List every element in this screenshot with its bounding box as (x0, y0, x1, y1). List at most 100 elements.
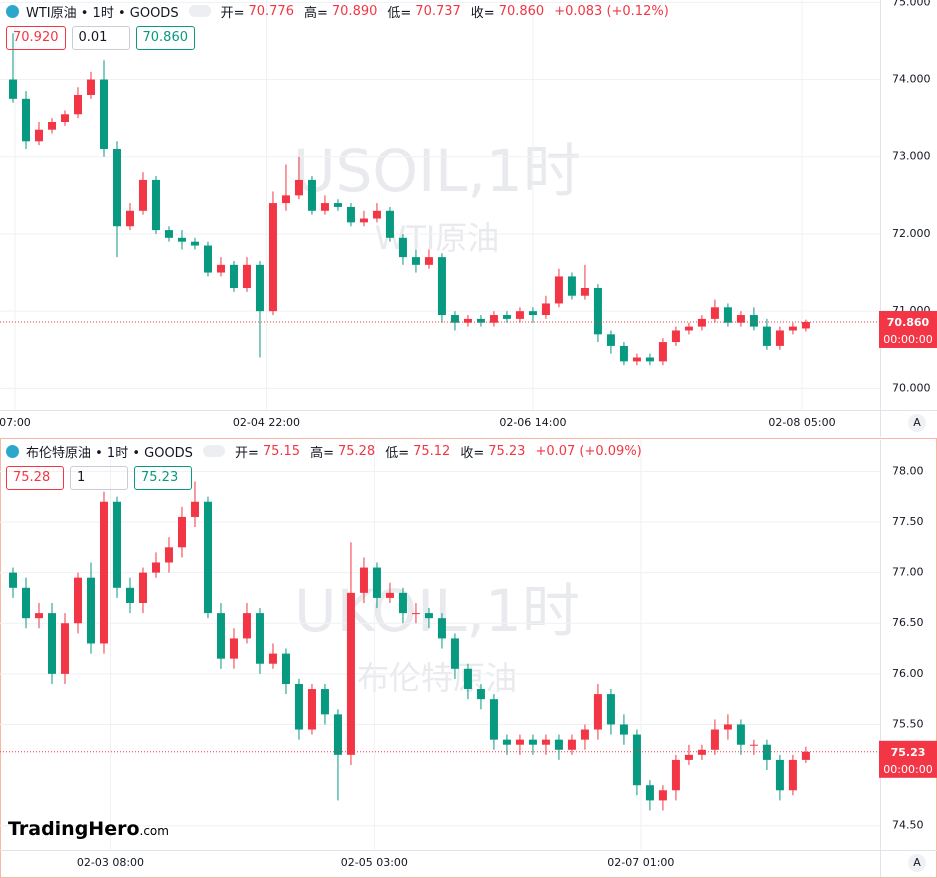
auto-button[interactable] (908, 414, 926, 432)
candle-body (125, 587, 134, 603)
candle-body (164, 547, 173, 563)
candle-body (697, 749, 706, 755)
logo-suffix: .com (139, 824, 169, 838)
ohlc-value: 75.28 (337, 443, 376, 459)
ohlc-value: 75.15 (262, 443, 301, 459)
candle-body (671, 330, 680, 343)
ohlc-label: 高= (303, 5, 328, 21)
candle-body (60, 623, 69, 674)
candle-body (203, 245, 212, 273)
auto-label[interactable]: A (913, 416, 921, 429)
header-row: 70.920 0.01 70.860 (6, 26, 675, 50)
candle-body (515, 739, 524, 745)
candle-body (229, 264, 238, 289)
ohlc-label: 低= (385, 445, 410, 461)
candle-body (710, 307, 719, 319)
candle-body (320, 689, 329, 715)
candle-body (216, 613, 225, 659)
candle-body (307, 179, 316, 211)
candle-body (749, 315, 758, 327)
candle-body (528, 739, 537, 745)
candle-body (437, 618, 446, 639)
input-box[interactable]: 1 (70, 466, 128, 490)
candle-body (424, 613, 433, 619)
header-row: 布伦特原油 • 1时 • GOODS 开= 75.15 高= 75.28 低= 75.12 收… (6, 441, 648, 461)
watermark-sub: 布伦特原油 (357, 659, 517, 697)
candle-body (411, 613, 420, 615)
candle-body (463, 668, 472, 690)
candle-body (580, 729, 589, 740)
symbol-icon (6, 4, 19, 18)
y-tick-label: 77.50 (892, 515, 924, 528)
auto-button[interactable] (908, 854, 926, 872)
candle-body (164, 230, 173, 238)
ohlc-label: 低= (387, 5, 412, 21)
ohlc-value: 75.12 (413, 443, 451, 459)
y-tick-label: 77.00 (892, 566, 924, 579)
candle-body (47, 613, 56, 674)
header: WTI原油 • 1时 • GOODS 开= 70.776 高= 70.890 低= 70.7… (6, 1, 675, 50)
candle-body (346, 592, 355, 755)
candle-body (580, 288, 589, 296)
candle-body (502, 315, 511, 319)
candle-body (450, 315, 459, 323)
symbol-icon (6, 444, 19, 458)
candle-body (372, 210, 381, 219)
ohlc-label: 收= (470, 5, 495, 21)
input-box[interactable]: 70.920 (6, 26, 66, 50)
input-box[interactable]: 75.23 (134, 466, 192, 490)
candle-body (190, 501, 199, 517)
candle-body (450, 638, 459, 669)
change: +0.07 (+0.09%) (535, 443, 642, 459)
ohlc-label: 收= (460, 445, 485, 461)
candle-body (203, 501, 212, 614)
input-box[interactable]: 0.01 (71, 26, 130, 50)
ohlc-value: 70.737 (415, 3, 461, 19)
input-box[interactable]: 70.860 (135, 26, 195, 50)
candle-body (606, 694, 615, 725)
candle-body (138, 179, 147, 211)
logo-name: TradingHero (8, 818, 140, 840)
y-tick-label: 73.000 (892, 150, 931, 163)
input-box[interactable]: 75.28 (6, 466, 64, 490)
candle-body (112, 501, 121, 588)
candle-body (112, 149, 121, 227)
ohlc-label: 高= (310, 445, 334, 461)
candle-body (632, 357, 641, 362)
candle-body (541, 303, 550, 316)
candle-body (34, 129, 43, 142)
candle-body (242, 264, 251, 289)
watermark: UKOIL,1时 (294, 577, 580, 645)
auto-label[interactable]: A (913, 856, 921, 869)
candle-body (775, 759, 784, 791)
candle-body (294, 683, 303, 730)
candle-body (463, 318, 472, 323)
toggle (202, 445, 225, 457)
candle-body (567, 739, 576, 750)
y-tick-label: 76.50 (892, 616, 924, 629)
logo: TradingHero.com (8, 818, 169, 840)
candle-body (34, 613, 43, 619)
candle-body (502, 739, 511, 745)
ohlc-label: 开= (234, 445, 259, 461)
y-tick-label: 74.50 (892, 819, 924, 832)
symbol-title: WTI原油 • 1时 • GOODS (26, 5, 179, 21)
candle-body (99, 79, 108, 150)
header-row: WTI原油 • 1时 • GOODS 开= 70.776 高= 70.890 低= 70.7… (6, 1, 675, 21)
price-label-box (879, 740, 937, 778)
ohlc-label: 开= (220, 5, 245, 21)
toggle (188, 5, 211, 17)
candle-body (398, 237, 407, 258)
x-tick-label: 02-08 05:00 (768, 416, 835, 429)
candle-body (346, 206, 355, 223)
x-tick-label: 02-05 03:00 (341, 856, 408, 869)
candle-body (294, 179, 303, 196)
candle-body (801, 321, 810, 329)
candle-body (151, 562, 160, 573)
candle-body (320, 203, 329, 211)
candle-body (359, 567, 368, 593)
candle-body (788, 759, 797, 791)
candle-body (398, 592, 407, 614)
candle-body (762, 744, 771, 760)
